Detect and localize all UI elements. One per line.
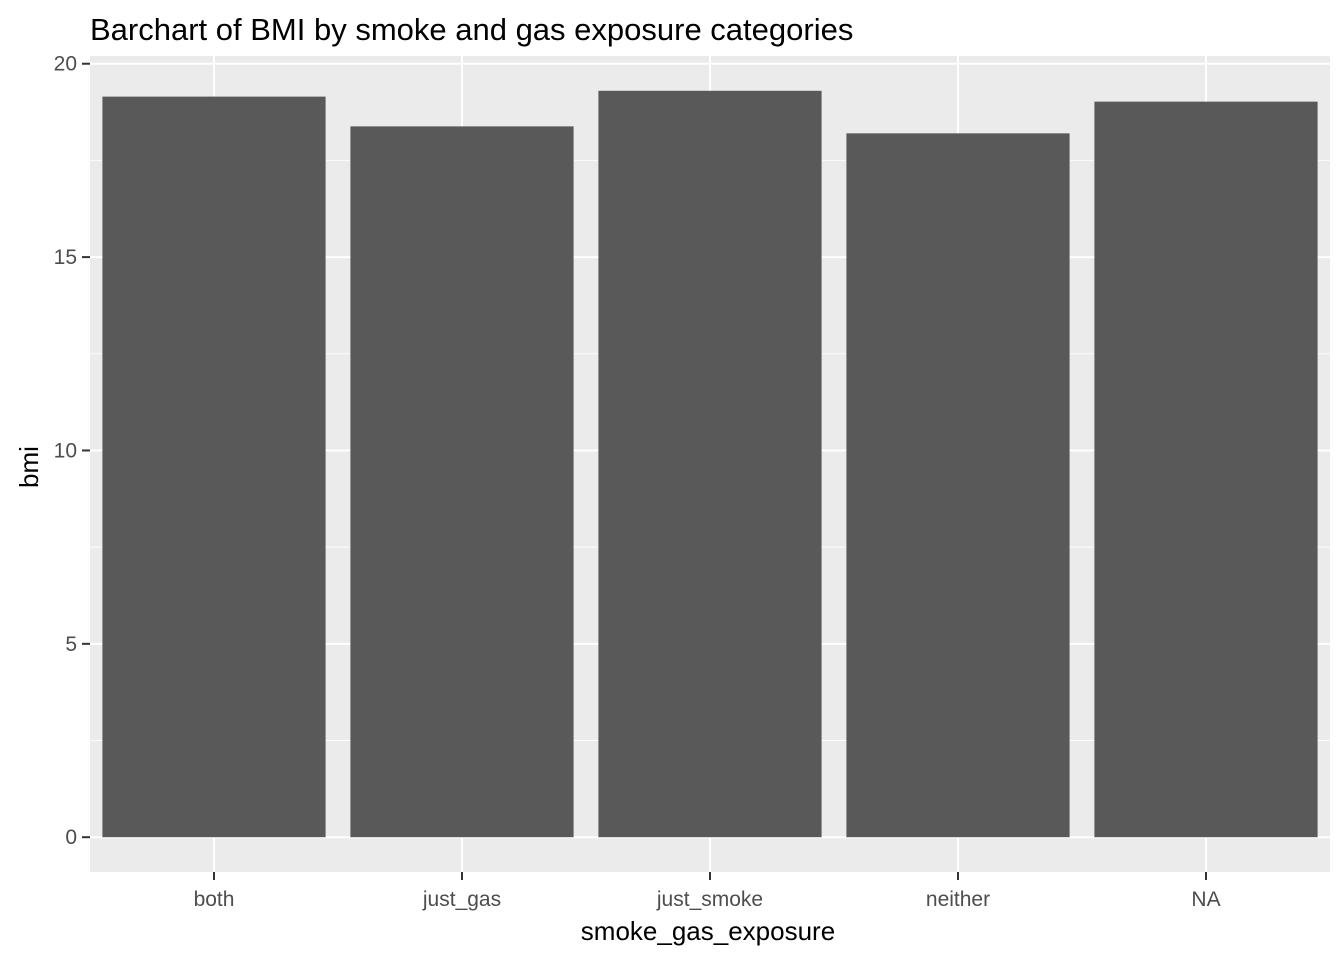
bar-neither — [846, 133, 1070, 838]
bar-just_gas — [350, 126, 574, 838]
y-tick-label: 10 — [54, 439, 77, 462]
bar-just_smoke — [598, 90, 822, 838]
y-axis-title: bmi — [14, 446, 44, 488]
x-tick-label: just_smoke — [656, 888, 763, 911]
y-tick-label: 15 — [54, 246, 77, 269]
y-tick-label: 0 — [65, 826, 77, 849]
y-tick-label: 5 — [65, 633, 77, 656]
x-axis-title: smoke_gas_exposure — [581, 916, 835, 946]
x-tick-label: just_gas — [422, 888, 501, 911]
x-tick-label: NA — [1191, 888, 1220, 911]
y-tick-label: 20 — [54, 53, 77, 76]
x-tick-label: both — [194, 888, 235, 911]
bar-both — [102, 96, 326, 838]
bar-NA — [1094, 101, 1318, 838]
chart-title: Barchart of BMI by smoke and gas exposur… — [90, 12, 853, 47]
x-tick-label: neither — [926, 888, 990, 911]
